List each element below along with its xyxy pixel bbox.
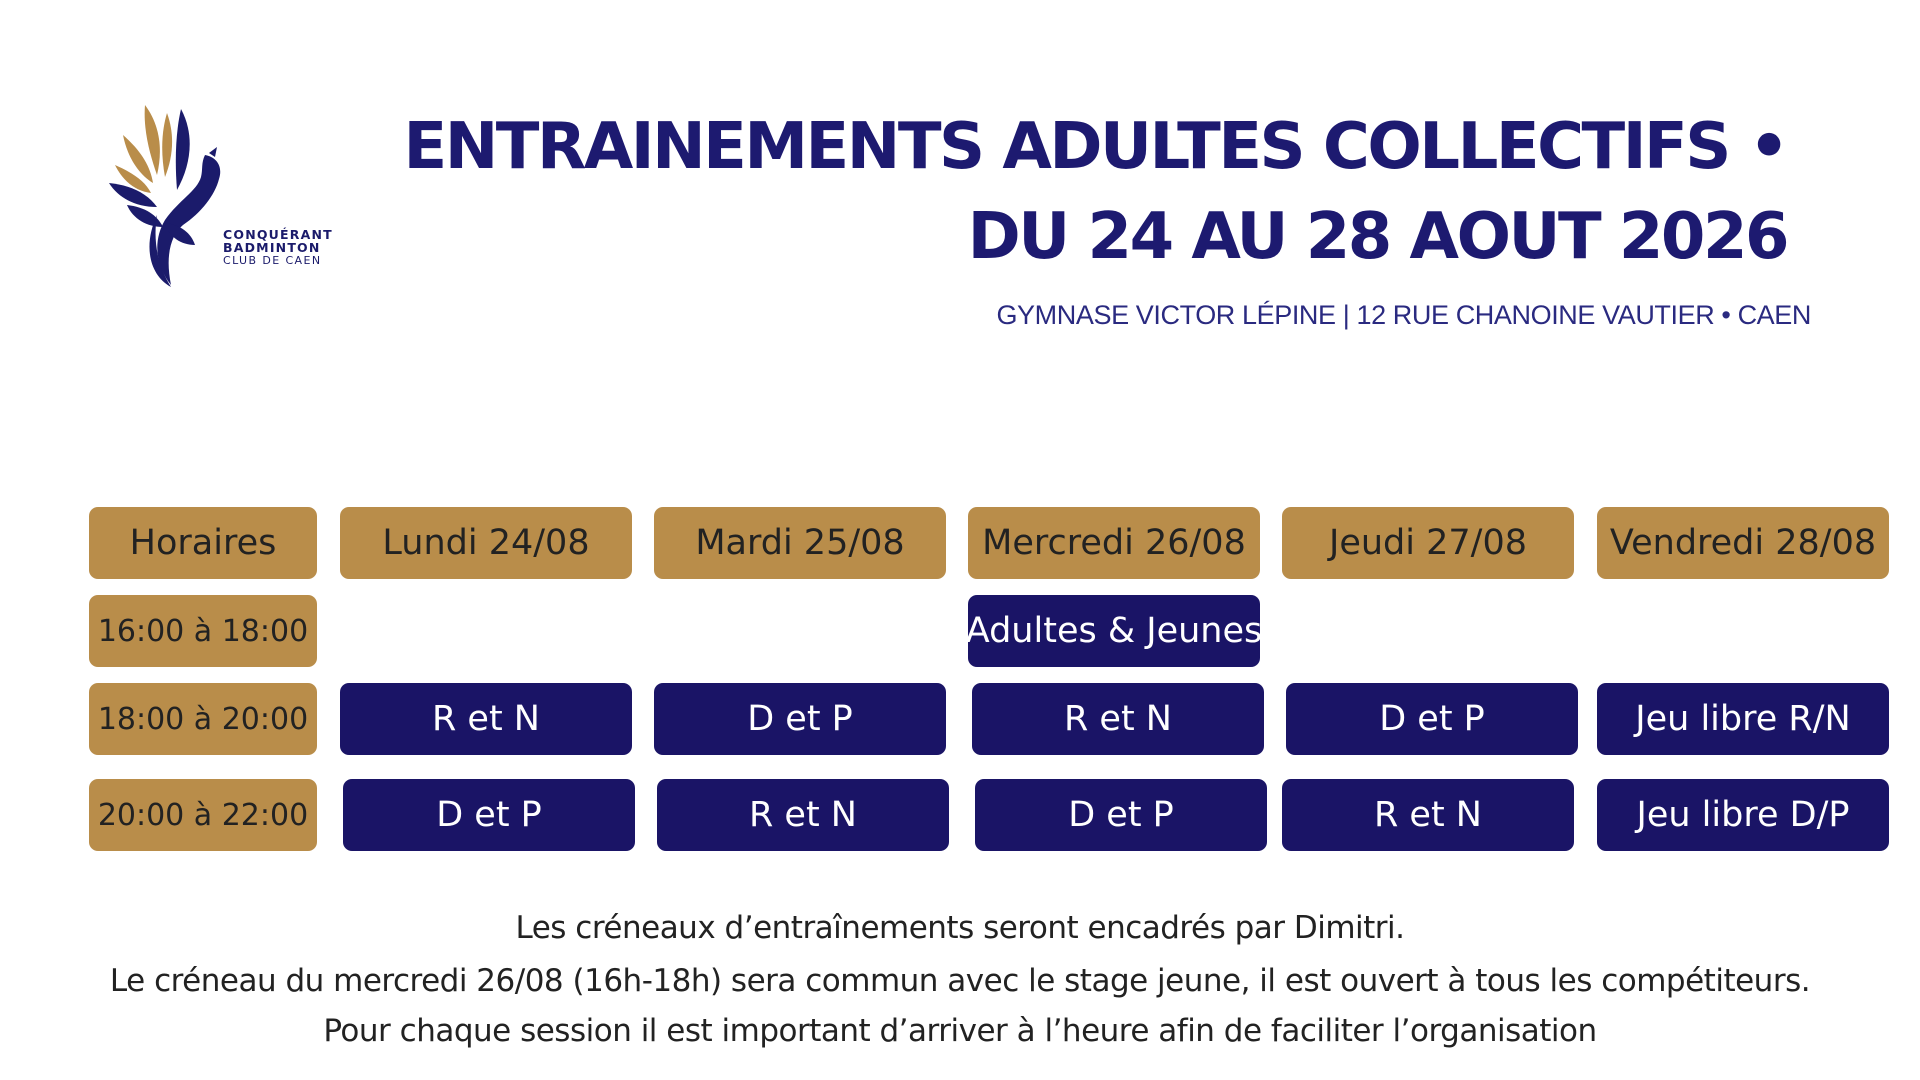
header-mercredi: Mercredi 26/08: [968, 507, 1260, 579]
time-slot: 20:00 à 22:00: [89, 779, 317, 851]
session-cell: D et P: [1286, 683, 1578, 755]
header-lundi: Lundi 24/08: [340, 507, 632, 579]
session-cell: D et P: [343, 779, 635, 851]
phoenix-icon: [109, 105, 221, 287]
page-title: ENTRAINEMENTS ADULTES COLLECTIFS • DU 24…: [403, 102, 1790, 282]
session-cell: Jeu libre D/P: [1597, 779, 1889, 851]
header-horaires: Horaires: [89, 507, 317, 579]
logo-text-line: BADMINTON: [223, 240, 321, 255]
session-cell: R et N: [657, 779, 949, 851]
session-cell: R et N: [340, 683, 632, 755]
club-logo: [105, 95, 345, 305]
header-mardi: Mardi 25/08: [654, 507, 946, 579]
venue-address: GYMNASE VICTOR LÉPINE | 12 RUE CHANOINE …: [996, 300, 1811, 330]
header-vendredi: Vendredi 28/08: [1597, 507, 1889, 579]
session-cell: Jeu libre R/N: [1597, 683, 1889, 755]
header-jeudi: Jeudi 27/08: [1282, 507, 1574, 579]
session-cell: R et N: [972, 683, 1264, 755]
title-line-1: ENTRAINEMENTS ADULTES COLLECTIFS •: [403, 110, 1790, 184]
session-cell: R et N: [1282, 779, 1574, 851]
logo-text-line: CONQUÉRANT: [223, 227, 333, 242]
note-line: Pour chaque session il est important d’a…: [323, 1013, 1597, 1049]
note-line: Les créneaux d’entraînements seront enca…: [515, 910, 1405, 946]
session-cell: Adultes & Jeunes: [966, 595, 1262, 667]
title-line-2: DU 24 AU 28 AOUT 2026: [967, 200, 1790, 274]
logo-text: CONQUÉRANT BADMINTON CLUB DE CAEN: [223, 228, 333, 267]
time-slot: 16:00 à 18:00: [89, 595, 317, 667]
session-cell: D et P: [654, 683, 946, 755]
note-line: Le créneau du mercredi 26/08 (16h-18h) s…: [109, 963, 1811, 999]
time-slot: 18:00 à 20:00: [89, 683, 317, 755]
session-cell: D et P: [975, 779, 1267, 851]
logo-text-line: CLUB DE CAEN: [223, 254, 322, 267]
